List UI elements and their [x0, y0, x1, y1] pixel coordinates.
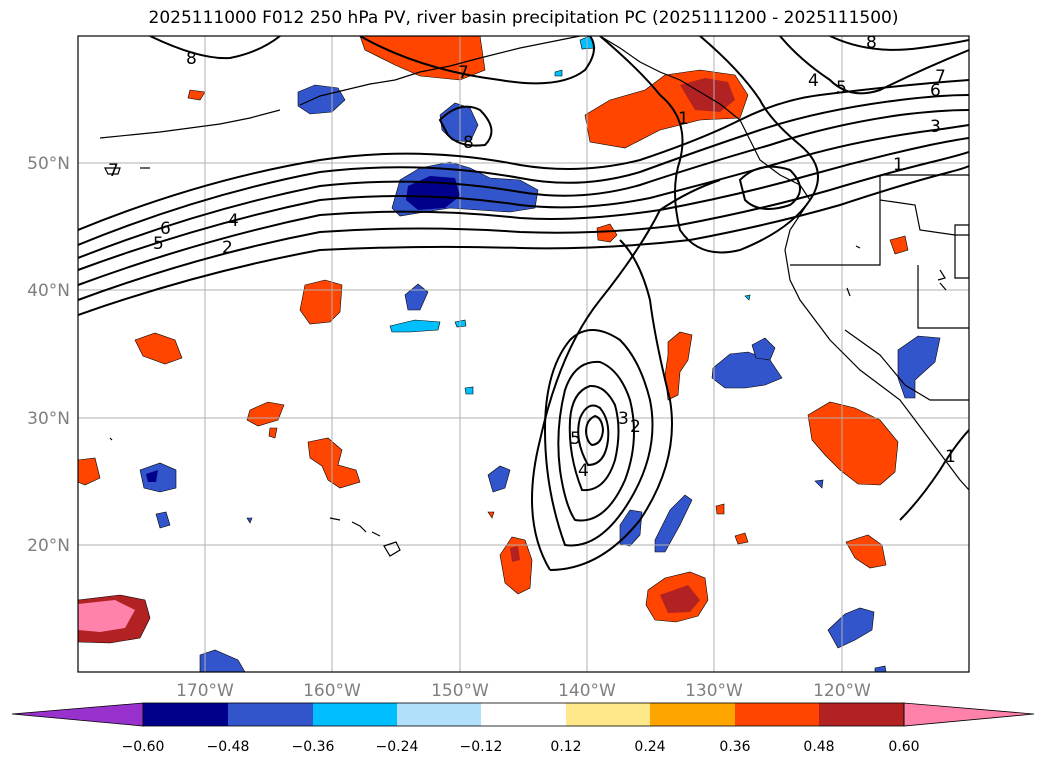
lon-label: 130°W — [685, 681, 743, 701]
colorbar-swatch — [566, 703, 650, 726]
colorbar-swatch — [735, 703, 819, 726]
colorbar-extend-max — [903, 702, 1035, 727]
colorbar-tick: 0.36 — [719, 739, 750, 755]
contour-label: 1 — [945, 447, 956, 467]
gridlines — [78, 36, 969, 672]
contour-label: 4 — [808, 71, 819, 91]
lon-label: 160°W — [303, 681, 361, 701]
contour-label: 7 — [935, 67, 946, 87]
map-title: 2025111000 F012 250 hPa PV, river basin … — [148, 8, 899, 28]
pv-contour-labels: 8 7 8 7 6 3 1 7 6 5 4 2 8 4 5 1 3 2 5 4 … — [108, 33, 956, 481]
colorbar-tick: 0.60 — [888, 739, 919, 755]
contour-label: 8 — [866, 33, 877, 53]
colorbar-swatch — [397, 703, 481, 726]
colorbar-tick: −0.60 — [122, 739, 165, 755]
contour-label: 7 — [108, 161, 119, 181]
colorbar-swatch — [481, 703, 566, 726]
pv-contours — [78, 36, 969, 571]
contour-label: 7 — [458, 63, 469, 83]
map-area: 8 7 8 7 6 3 1 7 6 5 4 2 8 4 5 1 3 2 5 4 … — [78, 33, 969, 672]
contour-label: 2 — [630, 417, 641, 437]
colorbar-tick: 0.24 — [634, 739, 665, 755]
lon-label: 120°W — [813, 681, 871, 701]
lon-label: 140°W — [558, 681, 616, 701]
precip-shading — [78, 36, 941, 672]
colorbar-tick: −0.48 — [207, 739, 250, 755]
contour-label: 1 — [893, 155, 904, 175]
colorbar-extend-min — [11, 702, 144, 727]
colorbar-tick: 0.12 — [550, 739, 581, 755]
contour-label: 5 — [836, 78, 847, 98]
colorbar-swatch — [819, 703, 904, 726]
lat-label: 50°N — [27, 154, 70, 174]
lat-label: 40°N — [27, 281, 70, 301]
contour-label: 2 — [222, 238, 233, 258]
colorbar-tick: −0.12 — [460, 739, 503, 755]
map-frame — [77, 35, 970, 673]
contour-label: 6 — [160, 219, 171, 239]
coastlines — [99, 36, 969, 557]
colorbar-swatch — [650, 703, 735, 726]
contour-label: 5 — [153, 234, 164, 254]
contour-label: 1 — [678, 109, 689, 129]
colorbar-swatch — [143, 703, 228, 726]
colorbar-tick: 0.48 — [803, 739, 834, 755]
contour-label: 8 — [463, 133, 474, 153]
contour-label: 3 — [930, 117, 941, 137]
contour-label: 5 — [570, 429, 581, 449]
contour-label: 3 — [618, 409, 629, 429]
contour-label: 6 — [930, 81, 941, 101]
contour-label: 4 — [578, 461, 589, 481]
contour-label: 4 — [228, 211, 239, 231]
colorbar-tick: −0.24 — [376, 739, 419, 755]
colorbar-tick: −0.36 — [292, 739, 335, 755]
colorbar-swatch — [228, 703, 313, 726]
colorbar-swatch — [313, 703, 397, 726]
lat-label: 30°N — [27, 409, 70, 429]
colorbar: −0.60 −0.48 −0.36 −0.24 −0.12 0.12 0.24 … — [11, 702, 1035, 755]
lat-label: 20°N — [27, 536, 70, 556]
contour-label: 8 — [186, 49, 197, 69]
lon-label: 170°W — [176, 681, 234, 701]
lon-label: 150°W — [431, 681, 489, 701]
